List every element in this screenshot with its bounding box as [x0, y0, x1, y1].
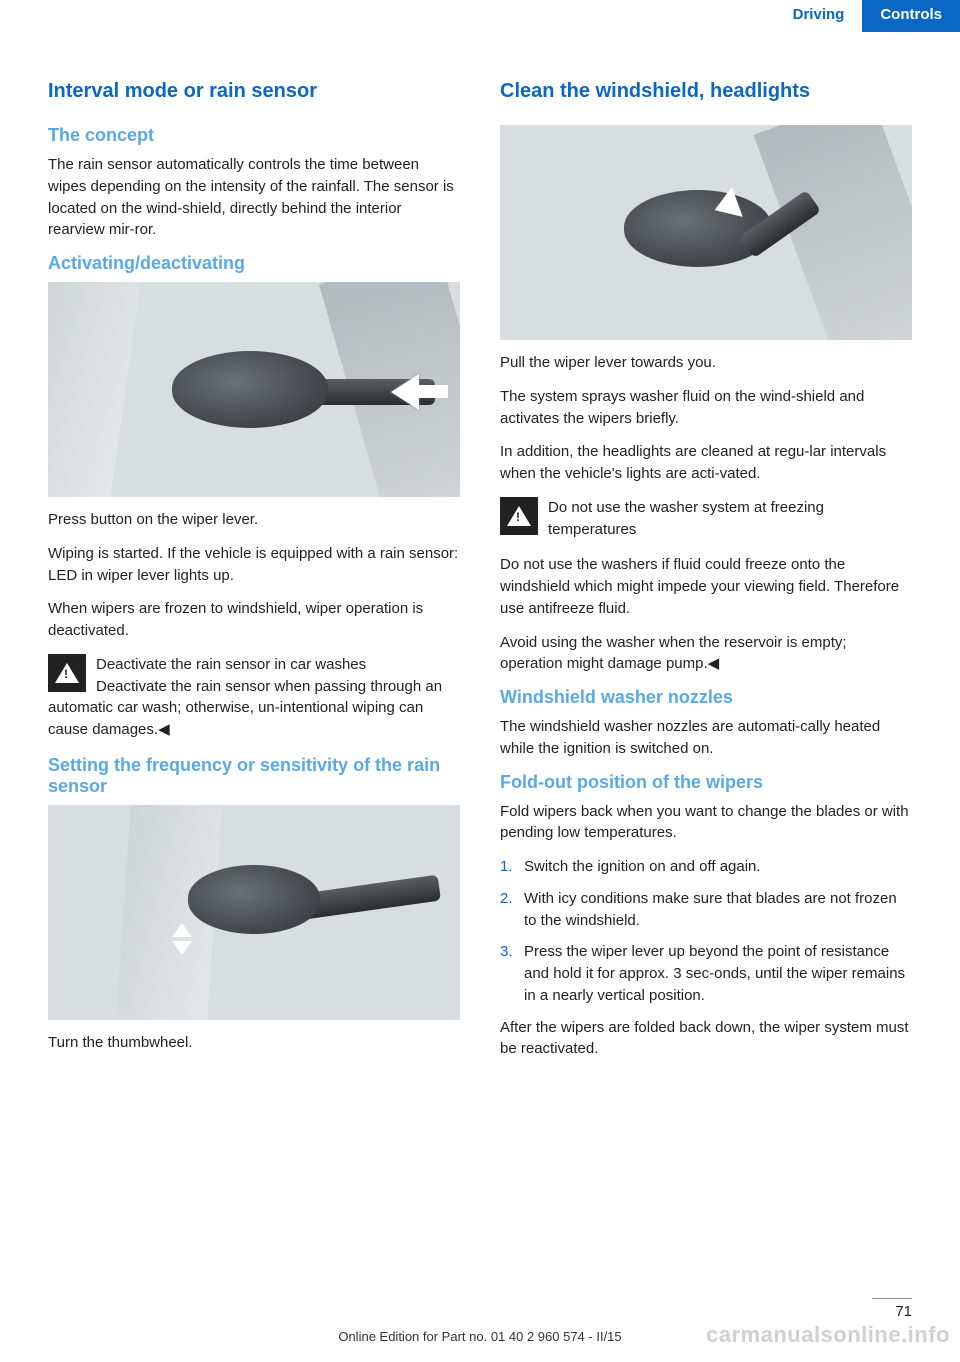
subheading-concept: The concept [48, 125, 460, 146]
figure-pull-lever [500, 125, 912, 340]
activating-p3: When wipers are frozen to windshield, wi… [48, 598, 460, 642]
warning-body-1: Do not use the washers if fluid could fr… [500, 554, 912, 619]
list-item: 1.Switch the ignition on and off again. [500, 856, 912, 878]
watermark: carmanualsonline.info [706, 1322, 950, 1348]
foldout-p: Fold wipers back when you want to change… [500, 801, 912, 845]
left-column: Interval mode or rain sensor The concept… [48, 80, 460, 1072]
section-heading-interval: Interval mode or rain sensor [48, 80, 460, 103]
list-item: 3.Press the wiper lever up beyond the po… [500, 941, 912, 1006]
activating-p2: Wiping is started. If the vehicle is equ… [48, 543, 460, 587]
page-number: 71 [872, 1298, 912, 1320]
tab-controls: Controls [862, 0, 960, 32]
list-item: 2.With icy conditions make sure that bla… [500, 888, 912, 932]
figure-thumbwheel [48, 805, 460, 1020]
page-content: Interval mode or rain sensor The concept… [0, 32, 960, 1072]
clean-p3: In addition, the headlights are cleaned … [500, 441, 912, 485]
activating-p1: Press button on the wiper lever. [48, 509, 460, 531]
concept-paragraph: The rain sensor automatically controls t… [48, 154, 460, 241]
subheading-foldout: Fold-out position of the wipers [500, 772, 912, 793]
header: Driving Controls [0, 0, 960, 32]
warning-title: Deactivate the rain sensor in car washes [96, 656, 366, 673]
subheading-frequency: Setting the frequency or sensitivity of … [48, 755, 460, 797]
warning-freezing: Do not use the washer system at freezing… [500, 497, 912, 541]
warning-icon [500, 497, 538, 535]
clean-p2: The system sprays washer fluid on the wi… [500, 386, 912, 430]
right-column: Clean the windshield, headlights Pull th… [500, 80, 912, 1072]
warning-carwash: Deactivate the rain sensor in car washes… [48, 654, 460, 741]
header-tabs: Driving Controls [775, 0, 960, 32]
tab-driving: Driving [775, 0, 863, 32]
foldout-steps: 1.Switch the ignition on and off again. … [500, 856, 912, 1007]
foldout-after: After the wipers are folded back down, t… [500, 1017, 912, 1061]
subheading-nozzles: Windshield washer nozzles [500, 687, 912, 708]
nozzles-p: The windshield washer nozzles are automa… [500, 716, 912, 760]
warning-body: Deactivate the rain sensor when passing … [48, 678, 442, 739]
subheading-activating: Activating/deactivating [48, 253, 460, 274]
figure-wiper-button [48, 282, 460, 497]
warning-icon [48, 654, 86, 692]
clean-p1: Pull the wiper lever towards you. [500, 352, 912, 374]
frequency-p: Turn the thumbwheel. [48, 1032, 460, 1054]
warning-title: Do not use the washer system at freezing… [548, 499, 824, 538]
warning-body-2: Avoid using the washer when the reservoi… [500, 632, 912, 676]
section-heading-clean: Clean the windshield, headlights [500, 80, 912, 103]
